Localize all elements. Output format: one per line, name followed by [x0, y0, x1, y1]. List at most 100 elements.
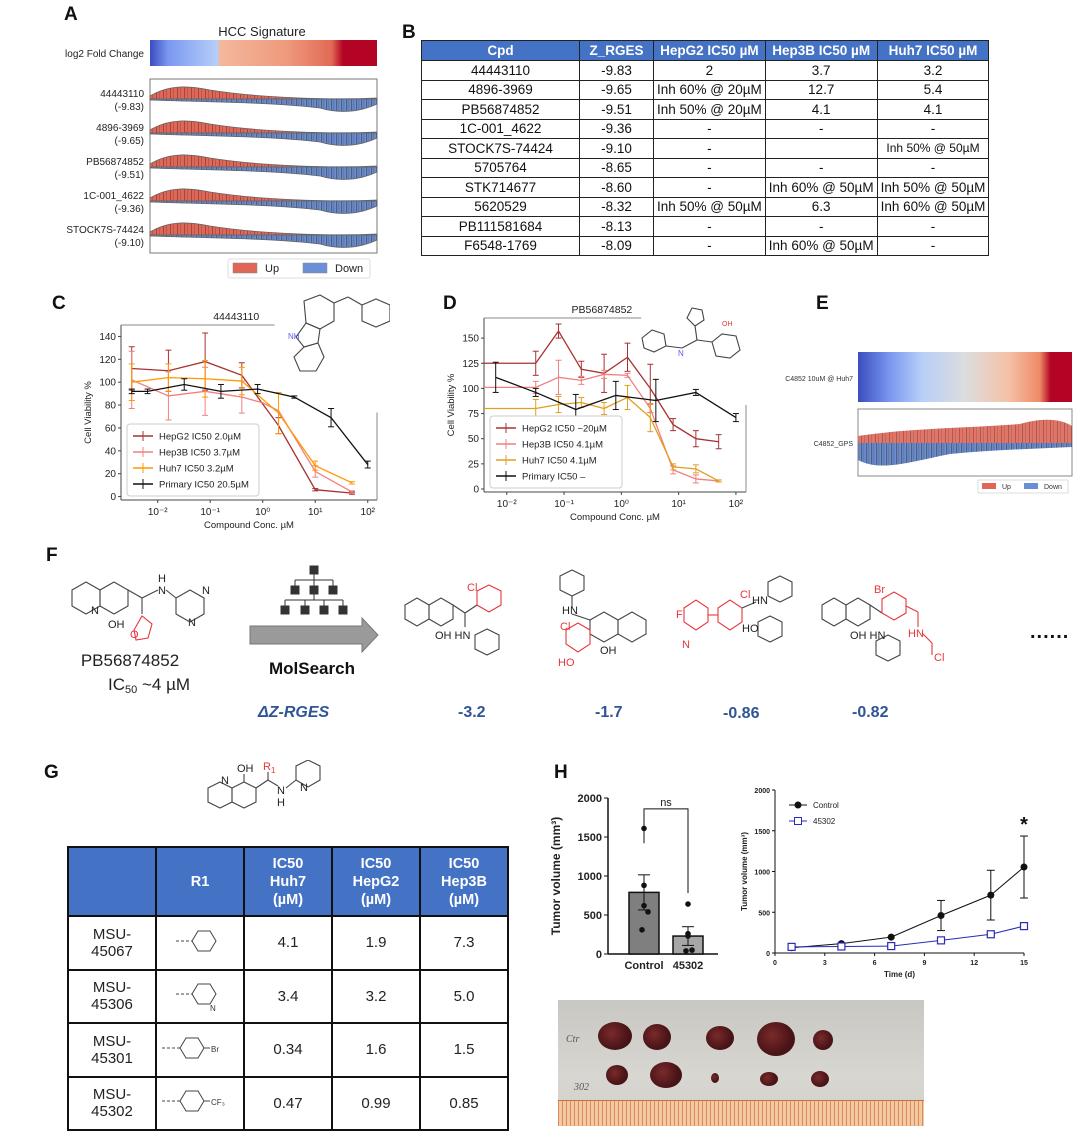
x-axis-label: Compound Conc. µM	[204, 520, 294, 531]
table-cell: F6548-1769	[421, 235, 580, 256]
svg-text:Cl: Cl	[740, 589, 750, 601]
svg-text:N: N	[682, 639, 690, 651]
chart-legend: HepG2 IC50 ~20µM Hep3B IC50 4.1µM Huh7 IC5…	[489, 415, 623, 489]
table-row: MSU- 45301 Br 0.34 1.6 1.5	[67, 1022, 509, 1078]
table-cell: -	[876, 216, 990, 237]
table-cell: -	[653, 177, 766, 198]
table-row: F6548-1769 -8.09- Inh 60% @ 50µM -	[421, 235, 990, 256]
data-point	[837, 942, 846, 951]
photo-label-302: 302	[574, 1082, 589, 1093]
panel-e-down-band	[858, 443, 1072, 466]
panel-label-b: B	[402, 22, 416, 43]
panel-c-dose-response-chart: 0 20 40 60 80 100 120 140 10⁻² 10⁻¹ 10⁰ 10¹ 10² Compo…	[83, 294, 390, 531]
col-header-line: (µM)	[360, 891, 392, 908]
svg-text:Cl: Cl	[467, 582, 477, 594]
table-row: PB111581684 -8.13- - -	[421, 216, 990, 237]
y-tick-label: 100	[462, 384, 479, 395]
panel-label-d: D	[443, 293, 457, 314]
up-regulated-band	[149, 154, 378, 168]
atom-n: N	[91, 605, 99, 617]
svg-text:Br: Br	[874, 584, 885, 596]
data-point	[645, 909, 651, 915]
table-row: PB56874852 -9.51 Inh 50% @ 20µM 4.1 4.1	[421, 99, 990, 120]
legend-up-swatch	[232, 262, 258, 274]
y-tick-label: 20	[105, 469, 117, 480]
svg-text:CF₃: CF₃	[211, 1098, 225, 1107]
x-tick-label: 10¹	[308, 507, 323, 518]
tree-hierarchy-icon	[280, 565, 348, 615]
y-tick-label: 1000	[578, 871, 602, 883]
series-huh7	[128, 359, 355, 485]
y-axis-label: Cell Viability %	[446, 373, 457, 436]
tumor-specimen	[706, 1026, 734, 1050]
table-cell: 44443110	[421, 60, 580, 81]
table-cell: Inh 50% @ 50µM	[876, 177, 990, 198]
x-tick-label: 10⁻¹	[200, 507, 220, 518]
table-row: MSU- 45306 N 3.4 3.2 5.0	[67, 968, 509, 1024]
up-regulated-band	[149, 86, 378, 100]
parent-ic50: IC50 ~4 µM	[108, 675, 190, 696]
delta-value-3: -0.86	[723, 705, 760, 722]
table-cell	[764, 138, 878, 159]
table-cell: PB111581684	[421, 216, 580, 237]
col-header-line: (µM)	[448, 891, 480, 908]
legend-label: Control	[813, 801, 839, 810]
r1-structure-cell: CF₃	[155, 1075, 245, 1131]
legend-label: HepG2 IC50 ~20µM	[522, 424, 607, 435]
col-header-line: Huh7	[269, 873, 307, 890]
svg-text:HN: HN	[908, 628, 924, 640]
y-tick-label: 1000	[754, 870, 770, 877]
r1-structure-cell: Br	[155, 1022, 245, 1078]
y-axis-label: Tumor volume (mm³)	[549, 817, 563, 935]
table-cell: 3.7	[764, 60, 878, 81]
signature-row: 4896-3969 (-9.65)	[96, 120, 378, 147]
molsearch-label: MolSearch	[269, 659, 355, 678]
panel-f-molsearch-scheme: N OH N H O N N PB56874852 IC50 ~4 µM Mol…	[71, 565, 1068, 696]
nh-atom: N	[678, 349, 684, 358]
significance-star: *	[1020, 814, 1028, 836]
compound-id-cell: MSU- 45306	[67, 968, 157, 1024]
col-header-hepg2: HepG2 IC50 µM	[653, 40, 766, 61]
table-cell: -	[876, 157, 990, 178]
down-regulated-band	[149, 234, 378, 248]
x-tick-label: 10²	[361, 507, 376, 518]
atom-n: N	[202, 585, 210, 597]
parent-compound-name: PB56874852	[81, 651, 179, 670]
parent-compound-structure: N OH N H O N N	[71, 573, 210, 641]
svg-text:N: N	[221, 775, 229, 787]
col-header-huh7: Huh7 IC50 µM	[876, 40, 990, 61]
panel-a-legend	[227, 258, 371, 279]
x-tick-label: 9	[922, 960, 926, 967]
table-cell: -	[653, 216, 766, 237]
x-tick-label: 6	[873, 960, 877, 967]
table-row: 5705764 -8.65- - -	[421, 157, 990, 178]
compound-id: MSU-	[92, 925, 132, 943]
series-primary	[492, 361, 739, 426]
svg-text:HN: HN	[752, 595, 768, 607]
col-header-line: Hep3B	[441, 873, 487, 890]
up-regulated-band	[149, 120, 378, 134]
legend-marker	[794, 817, 802, 825]
compound-id-cell: MSU- 45301	[67, 1022, 157, 1078]
delta-zrges-label: ΔZ-RGES	[258, 704, 329, 722]
tumor-specimen	[598, 1022, 632, 1050]
svg-text:N: N	[277, 785, 285, 797]
table-row: 44443110 -9.83 2 3.7 3.2	[421, 60, 990, 81]
x-tick-label: 12	[970, 960, 978, 967]
table-cell: 2	[653, 60, 766, 81]
svg-text:F: F	[676, 609, 683, 621]
data-point	[685, 933, 691, 939]
delta-value-4: -0.82	[852, 704, 889, 721]
svg-text:N: N	[300, 782, 308, 794]
ic50-hep3b-cell: 7.3	[419, 915, 509, 971]
4-bromophenyl-structure-icon: Br	[162, 1037, 219, 1059]
table-cell: -	[653, 138, 766, 159]
legend-label: Huh7 IC50 4.1µM	[522, 456, 597, 467]
table-row: 1C-001_4622 -9.36- - -	[421, 118, 990, 139]
table-cell: Inh 60% @ 50µM	[764, 177, 878, 198]
x-tick-label: 3	[823, 960, 827, 967]
legend-label: 45302	[813, 817, 836, 826]
analog-3-structure: F N Cl HN HO	[676, 575, 793, 651]
atom-h: H	[158, 573, 166, 585]
table-cell: -9.65	[579, 79, 654, 100]
